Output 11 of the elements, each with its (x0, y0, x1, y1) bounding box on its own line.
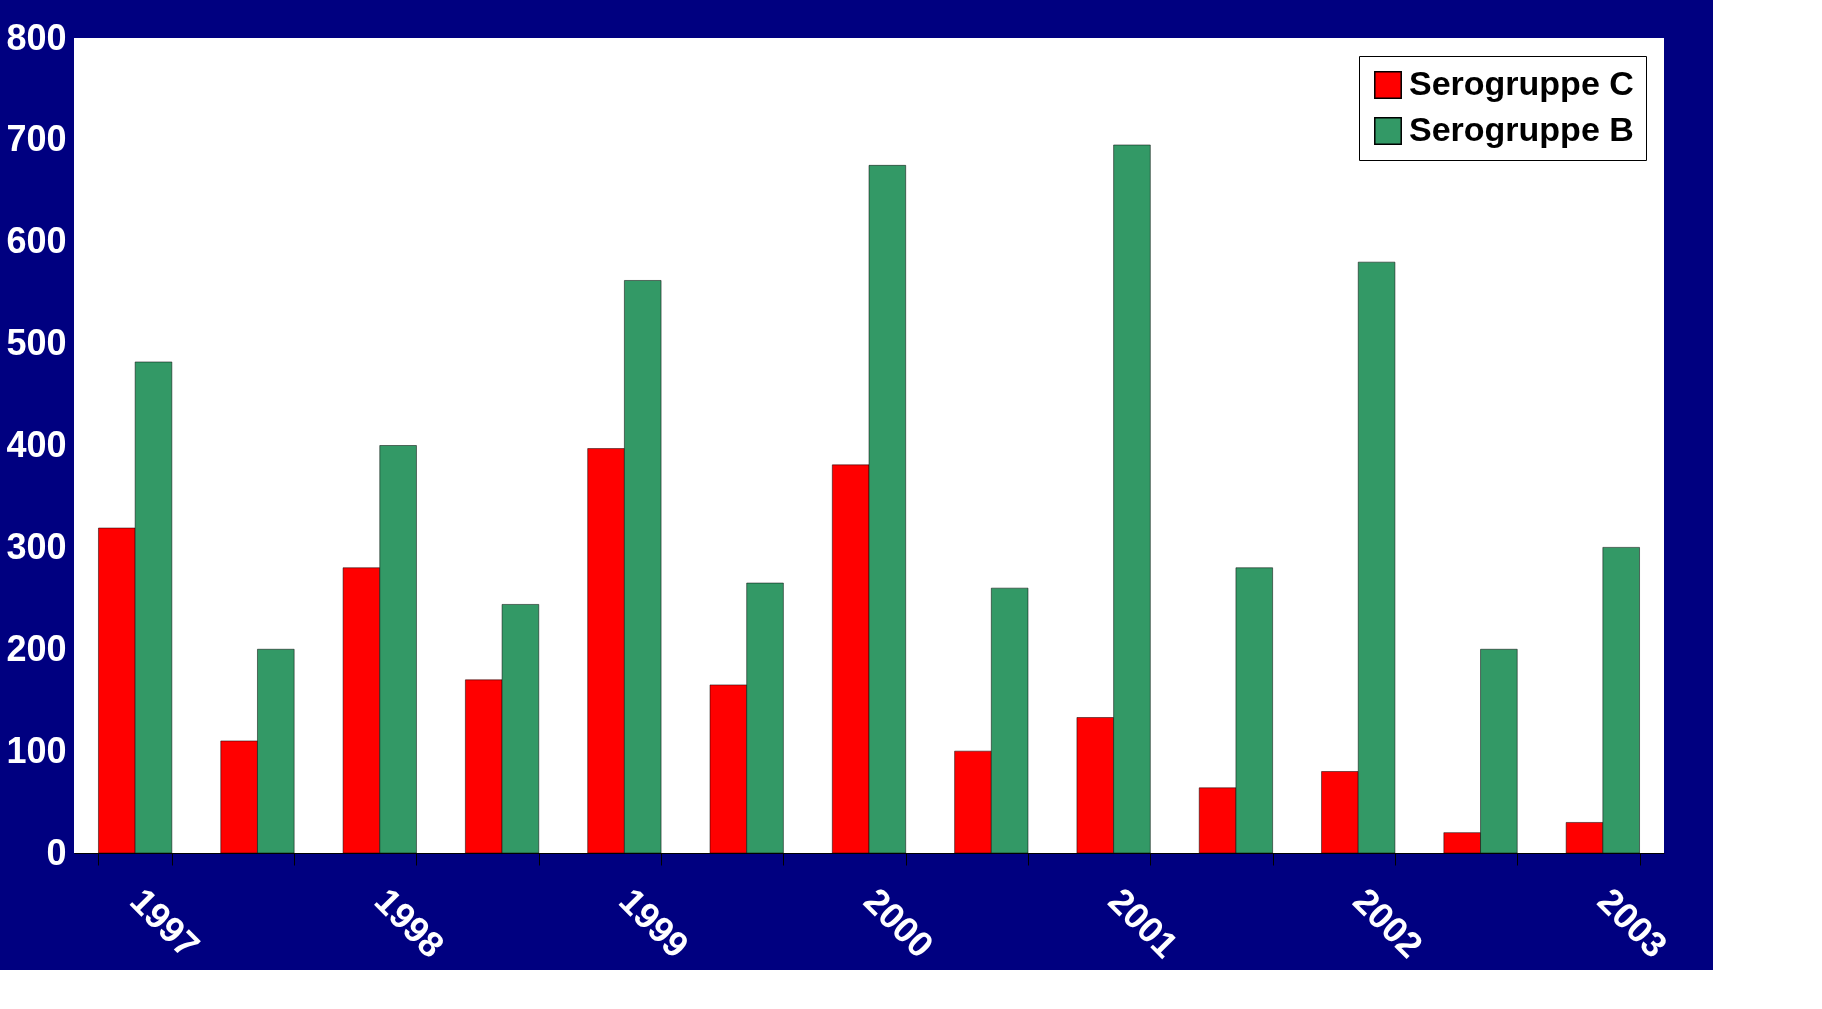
y-tick-label: 100 (6, 729, 67, 771)
y-tick-label: 200 (6, 627, 67, 669)
y-tick-label: 600 (6, 220, 67, 262)
legend-label: Serogruppe B (1409, 110, 1634, 148)
y-tick-label: 700 (6, 118, 67, 160)
y-tick-label: 0 (46, 831, 67, 873)
y-tick-label: 800 (6, 16, 67, 58)
y-tick-label: 500 (6, 322, 67, 364)
y-tick-label: 300 (6, 525, 67, 567)
y-tick-label: 400 (6, 424, 67, 465)
legend-label: Serogruppe C (1409, 64, 1634, 102)
